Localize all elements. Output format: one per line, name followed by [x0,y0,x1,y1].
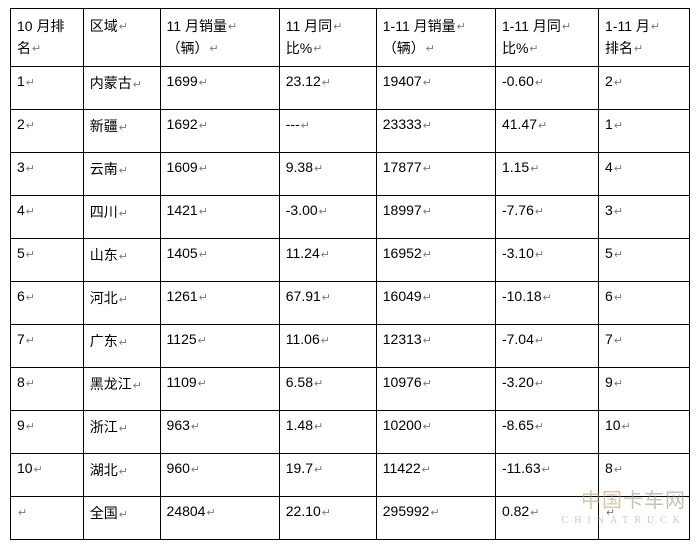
table-cell: 10↵ [599,410,690,453]
table-row: 1↵内蒙古↵1699↵23.12↵19407↵-0.60↵2↵ [11,66,690,109]
table-row: ↵全国↵24804↵22.10↵295992↵0.82↵↵ [11,496,690,539]
table-cell: 1421↵ [160,195,279,238]
table-cell: 11.24↵ [279,238,376,281]
table-cell: 内蒙古↵ [83,66,160,109]
table-cell: 5↵ [599,238,690,281]
column-header: 11 月销量↵（辆）↵ [160,9,279,67]
table-cell: 11422↵ [376,453,495,496]
column-header: 11 月同↵比%↵ [279,9,376,67]
column-header: 10 月排名↵ [11,9,84,67]
table-cell: 湖北↵ [83,453,160,496]
table-cell: 23.12↵ [279,66,376,109]
table-cell: 1261↵ [160,281,279,324]
table-cell: 12313↵ [376,324,495,367]
column-header: 1-11 月销量↵（辆）↵ [376,9,495,67]
table-cell: 6↵ [11,281,84,324]
table-cell: 9↵ [599,367,690,410]
table-cell: 4↵ [599,152,690,195]
table-cell: -8.65↵ [495,410,598,453]
table-cell: 7↵ [11,324,84,367]
table-cell: 1125↵ [160,324,279,367]
column-header: 1-11 月↵排名↵ [599,9,690,67]
table-cell: -3.20↵ [495,367,598,410]
table-cell: -0.60↵ [495,66,598,109]
table-cell: 广东↵ [83,324,160,367]
table-cell: -11.63↵ [495,453,598,496]
table-cell: 2↵ [599,66,690,109]
table-cell: 1609↵ [160,152,279,195]
table-cell: 8↵ [11,367,84,410]
table-cell: 17877↵ [376,152,495,195]
table-cell: 2↵ [11,109,84,152]
table-cell: 四川↵ [83,195,160,238]
table-cell: 41.47↵ [495,109,598,152]
table-cell: -7.76↵ [495,195,598,238]
table-cell: 11.06↵ [279,324,376,367]
table-cell: 1109↵ [160,367,279,410]
table-cell: 全国↵ [83,496,160,539]
table-row: 7↵广东↵1125↵11.06↵12313↵-7.04↵7↵ [11,324,690,367]
table-cell: 1405↵ [160,238,279,281]
table-cell: 1.48↵ [279,410,376,453]
table-cell: 3↵ [11,152,84,195]
table-row: 4↵四川↵1421↵-3.00↵18997↵-7.76↵3↵ [11,195,690,238]
table-cell: 1692↵ [160,109,279,152]
table-cell: 960↵ [160,453,279,496]
table-cell: 黑龙江↵ [83,367,160,410]
table-cell: 10976↵ [376,367,495,410]
table-cell: 18997↵ [376,195,495,238]
table-cell: 云南↵ [83,152,160,195]
table-cell: 10200↵ [376,410,495,453]
table-row: 5↵山东↵1405↵11.24↵16952↵-3.10↵5↵ [11,238,690,281]
table-cell: 6.58↵ [279,367,376,410]
table-cell: 19407↵ [376,66,495,109]
table-row: 8↵黑龙江↵1109↵6.58↵10976↵-3.20↵9↵ [11,367,690,410]
table-cell: 4↵ [11,195,84,238]
table-cell: -7.04↵ [495,324,598,367]
table-cell: 5↵ [11,238,84,281]
table-cell: -3.00↵ [279,195,376,238]
table-cell: 16952↵ [376,238,495,281]
table-cell: 新疆↵ [83,109,160,152]
table-body: 1↵内蒙古↵1699↵23.12↵19407↵-0.60↵2↵2↵新疆↵1692… [11,66,690,539]
column-header: 区域↵ [83,9,160,67]
table-cell: 295992↵ [376,496,495,539]
table-cell: 24804↵ [160,496,279,539]
table-cell: 浙江↵ [83,410,160,453]
table-cell: 1↵ [11,66,84,109]
table-cell: 山东↵ [83,238,160,281]
table-cell: 8↵ [599,453,690,496]
table-cell: 19.7↵ [279,453,376,496]
table-cell: 0.82↵ [495,496,598,539]
table-row: 6↵河北↵1261↵67.91↵16049↵-10.18↵6↵ [11,281,690,324]
column-header: 1-11 月同↵比%↵ [495,9,598,67]
table-cell: 10↵ [11,453,84,496]
table-cell: ↵ [11,496,84,539]
table-cell: 河北↵ [83,281,160,324]
table-row: 2↵新疆↵1692↵---↵23333↵41.47↵1↵ [11,109,690,152]
table-row: 9↵浙江↵963↵1.48↵10200↵-8.65↵10↵ [11,410,690,453]
table-cell: ↵ [599,496,690,539]
table-cell: 67.91↵ [279,281,376,324]
table-cell: 23333↵ [376,109,495,152]
table-cell: 6↵ [599,281,690,324]
table-cell: 1↵ [599,109,690,152]
table-cell: 3↵ [599,195,690,238]
table-cell: 7↵ [599,324,690,367]
table-cell: 1699↵ [160,66,279,109]
table-cell: ---↵ [279,109,376,152]
table-cell: 9.38↵ [279,152,376,195]
table-cell: 22.10↵ [279,496,376,539]
table-row: 3↵云南↵1609↵9.38↵17877↵1.15↵4↵ [11,152,690,195]
table-cell: 16049↵ [376,281,495,324]
table-cell: 9↵ [11,410,84,453]
table-cell: -10.18↵ [495,281,598,324]
table-cell: 1.15↵ [495,152,598,195]
table-cell: 963↵ [160,410,279,453]
sales-table: 10 月排名↵区域↵11 月销量↵（辆）↵11 月同↵比%↵1-11 月销量↵（… [10,8,690,540]
table-header: 10 月排名↵区域↵11 月销量↵（辆）↵11 月同↵比%↵1-11 月销量↵（… [11,9,690,67]
table-cell: -3.10↵ [495,238,598,281]
table-row: 10↵湖北↵960↵19.7↵11422↵-11.63↵8↵ [11,453,690,496]
